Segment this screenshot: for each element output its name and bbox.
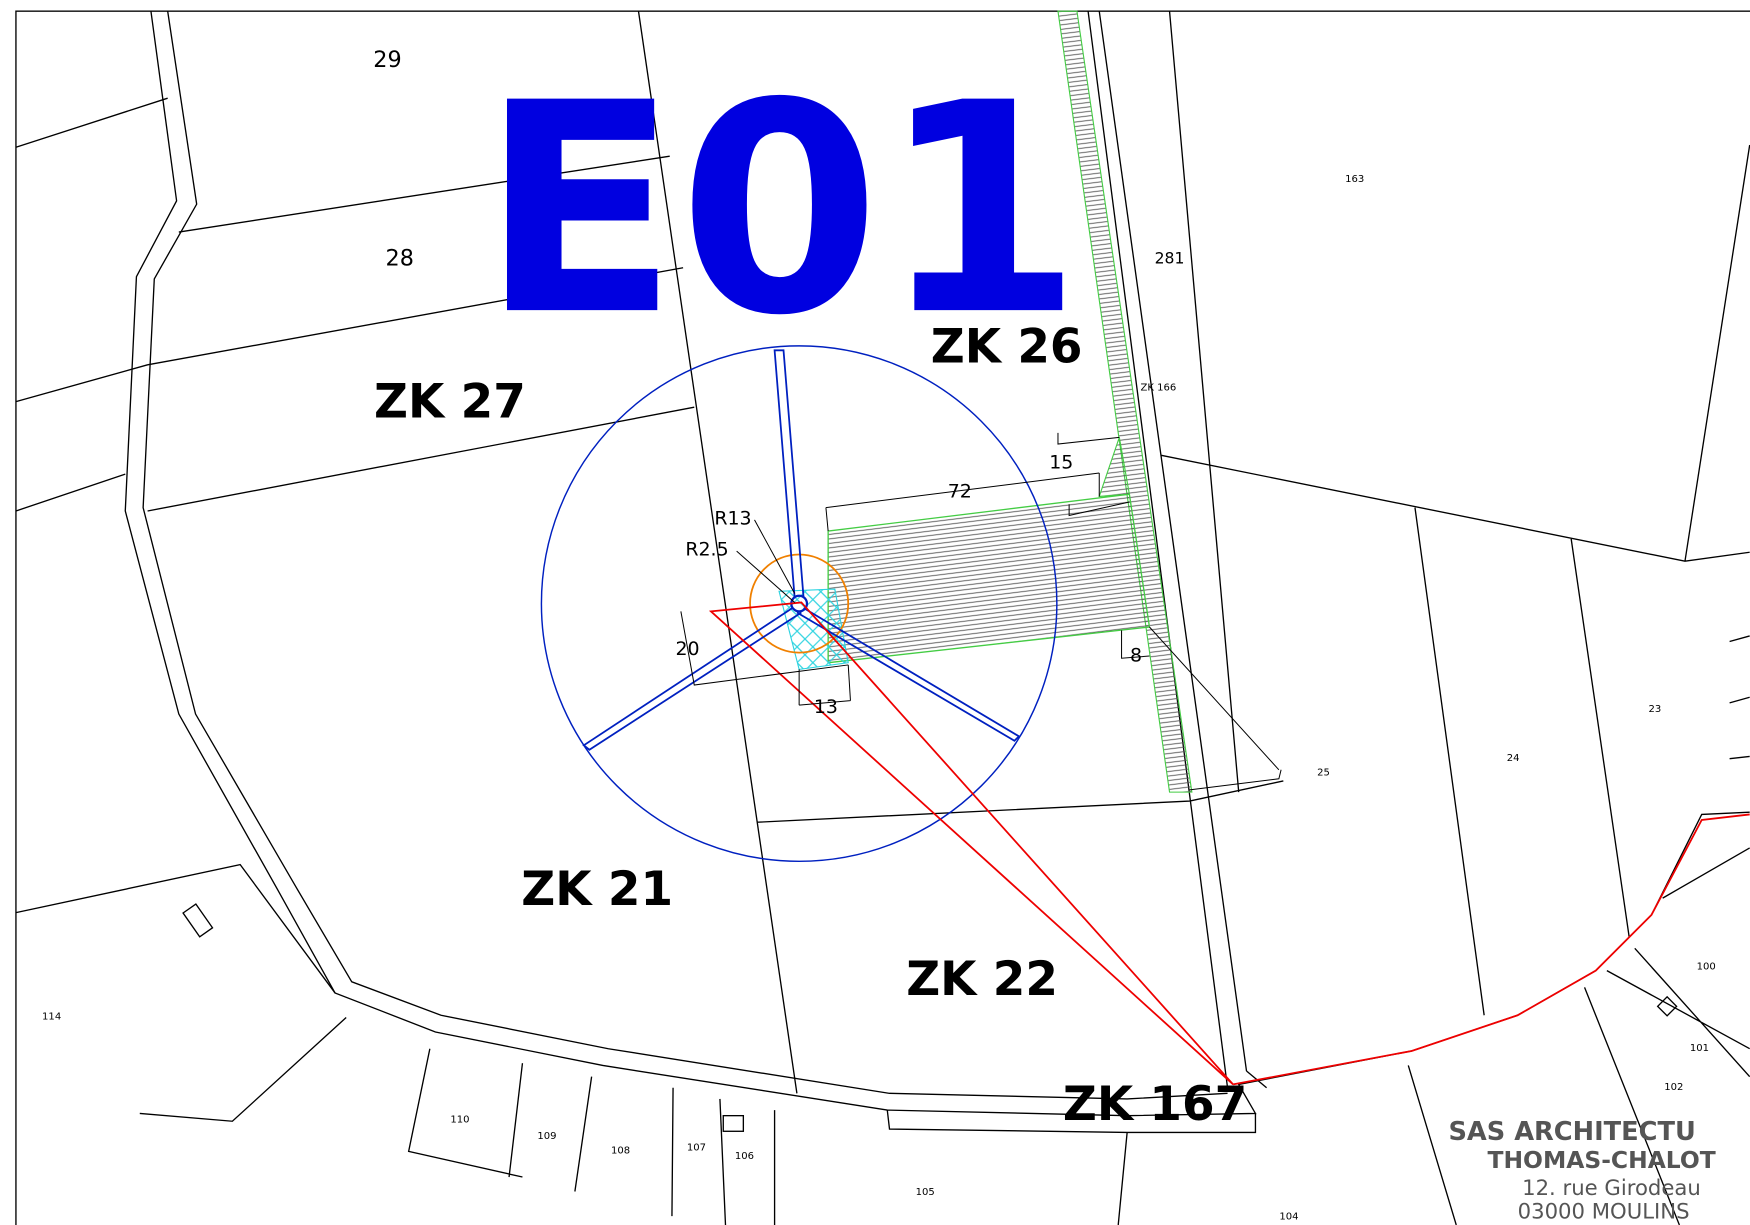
parcel-number: 105	[916, 1187, 935, 1198]
red-boundary	[708, 601, 1750, 1086]
stamp-line: THOMAS-CHALOT	[1488, 1146, 1716, 1174]
parcel-number: 24	[1507, 753, 1520, 764]
parcel-number: 106	[735, 1151, 754, 1162]
stamp-line: 12. rue Girodeau	[1522, 1175, 1701, 1200]
parcel-number: 163	[1345, 174, 1364, 185]
parcel-number: 25	[1317, 767, 1330, 778]
parcel-label: ZK 27	[374, 375, 526, 429]
parcel-number: 110	[450, 1114, 469, 1125]
parcel-number: 23	[1648, 704, 1661, 715]
parcel-number: 104	[1279, 1211, 1298, 1222]
turbine	[540, 345, 1058, 863]
dimension-label: R13	[714, 507, 751, 529]
stamp-line: 03000 MOULINS	[1518, 1198, 1690, 1223]
parcel-label: ZK 21	[521, 863, 673, 917]
parcel-number: 101	[1690, 1043, 1709, 1054]
parcel-number: 100	[1697, 962, 1716, 973]
dimension-label: 13	[814, 696, 838, 718]
dimension-label: 20	[676, 638, 700, 660]
parcel-number: 109	[537, 1131, 556, 1142]
parcel-number: 108	[611, 1146, 630, 1157]
parcel-number: 28	[386, 246, 414, 272]
turbine-id: E01	[480, 42, 1082, 379]
dimension-lines	[680, 432, 1282, 791]
parcel-number: 281	[1155, 249, 1185, 267]
parcel-label: ZK 22	[906, 953, 1058, 1007]
stamp-line: SAS ARCHITECTU	[1448, 1117, 1695, 1147]
parcel-number: 29	[373, 47, 401, 73]
hatched-areas	[778, 10, 1193, 793]
labels: E01 ZK 26 ZK 27 ZK 21 ZK 22 ZK 167 29 28…	[42, 42, 1716, 1223]
parcel-label: ZK 167	[1063, 1078, 1247, 1132]
parcel-lines	[15, 10, 1750, 1225]
parcel-number: 107	[687, 1142, 706, 1153]
parcel-number: 114	[42, 1012, 61, 1023]
dimension-label: 15	[1049, 452, 1073, 474]
parcel-number: ZK 166	[1140, 382, 1176, 393]
dimension-label: 8	[1130, 645, 1142, 667]
dimension-label: R2.5	[685, 539, 728, 561]
parcel-number: 102	[1664, 1082, 1683, 1093]
dimension-label: 72	[948, 481, 972, 503]
parcel-label: ZK 26	[931, 321, 1083, 375]
